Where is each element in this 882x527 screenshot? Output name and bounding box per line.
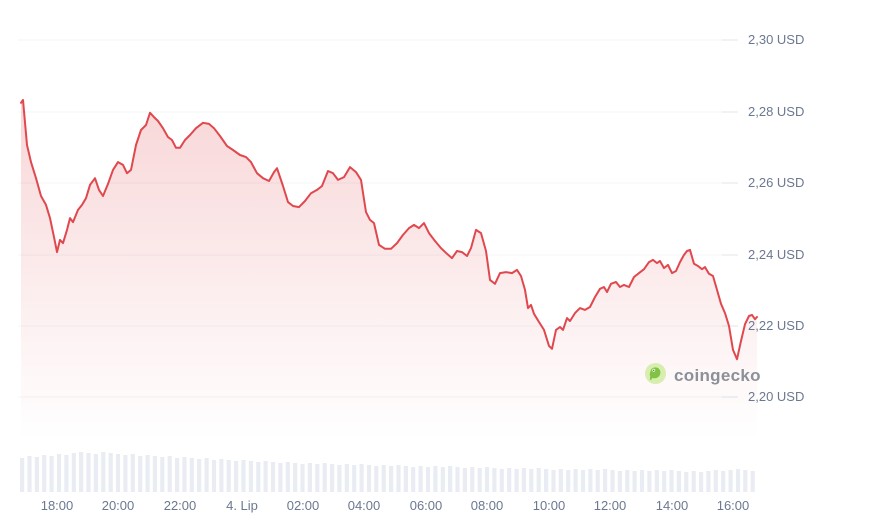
x-axis-label: 14:00	[655, 498, 689, 513]
y-axis-label: 2,26 USD	[748, 175, 805, 190]
x-axis-label: 22:00	[163, 498, 197, 513]
coingecko-watermark: coingecko	[644, 362, 761, 390]
x-axis-label: 06:00	[409, 498, 443, 513]
x-axis-label: 18:00	[40, 498, 74, 513]
y-axis-label: 2,22 USD	[748, 318, 805, 333]
y-axis-label: 2,28 USD	[748, 104, 805, 119]
x-axis-label: 4. Lip	[226, 498, 258, 513]
price-area-fill	[21, 100, 757, 455]
x-axis-label: 12:00	[593, 498, 627, 513]
x-axis-label: 20:00	[101, 498, 135, 513]
coingecko-logo-icon	[644, 362, 667, 390]
y-axis-label: 2,30 USD	[748, 32, 805, 47]
coingecko-wordmark: coingecko	[674, 366, 761, 385]
price-line	[20, 99, 758, 361]
x-axis-label: 10:00	[532, 498, 566, 513]
x-axis-label: 16:00	[716, 498, 750, 513]
y-axis-label: 2,20 USD	[748, 389, 805, 404]
x-axis-label: 02:00	[286, 498, 320, 513]
volume-bars	[20, 452, 755, 492]
x-axis-label: 08:00	[470, 498, 504, 513]
y-axis-label: 2,24 USD	[748, 247, 805, 262]
x-axis-label: 04:00	[347, 498, 381, 513]
